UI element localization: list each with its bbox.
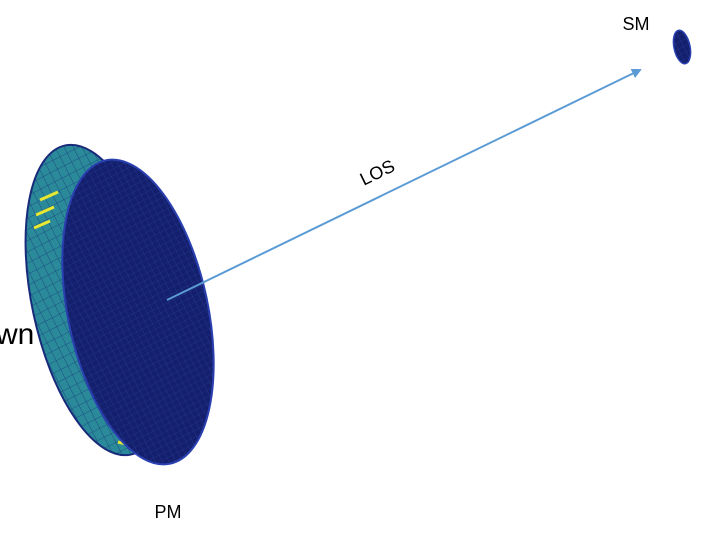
diagram: SM LOS PM wn: [0, 0, 708, 548]
los-arrow: [167, 70, 640, 300]
secondary-mirror: [671, 29, 694, 66]
primary-mirror: [1, 132, 239, 478]
partial-label: wn: [0, 318, 34, 351]
sm-label: SM: [623, 14, 650, 34]
pm-label: PM: [155, 502, 182, 522]
page: {"labels": {"sm": "SM", "los": "LOS", "p…: [0, 0, 708, 548]
los-label: LOS: [357, 156, 398, 190]
